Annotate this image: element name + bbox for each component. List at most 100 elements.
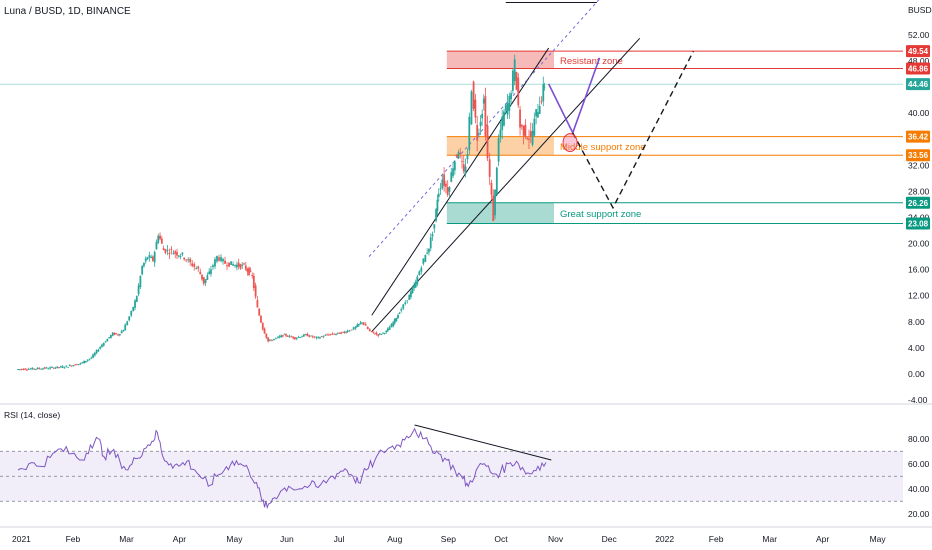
candle-body (482, 98, 485, 104)
candle-body (269, 339, 271, 341)
candle-body (464, 166, 467, 174)
candle-body (189, 258, 192, 263)
candle-body (466, 154, 469, 160)
candle-body (462, 164, 465, 172)
candle-body (263, 328, 266, 334)
candle-body (457, 152, 460, 159)
candle-body (533, 118, 536, 136)
candle-body (38, 368, 41, 370)
candle-body (472, 81, 475, 109)
candle-body (375, 333, 378, 335)
candle-body (315, 337, 318, 339)
candle-body (522, 125, 525, 136)
candle-body (206, 275, 209, 280)
candle-body (83, 360, 86, 364)
price-tag-box (906, 78, 930, 91)
chart-title: Luna / BUSD, 1D, BINANCE (4, 6, 131, 17)
price-tag-box (906, 130, 930, 143)
time-tick-label: 2022 (655, 534, 674, 544)
candle-body (492, 195, 495, 222)
candle-body (348, 330, 351, 332)
time-tick-label: May (226, 534, 243, 544)
candle-body (45, 367, 48, 369)
candle-body (33, 368, 35, 370)
candle-body (290, 336, 293, 338)
candle-body (508, 95, 511, 111)
candle-body (481, 113, 484, 119)
candle-body (252, 275, 255, 289)
candle-body (406, 300, 409, 302)
candle-body (283, 333, 286, 335)
candle-body (174, 251, 177, 254)
candle-body (193, 264, 196, 267)
candle-body (244, 265, 247, 270)
candle-body (176, 252, 178, 256)
candle-body (446, 187, 449, 196)
rsi-line (17, 427, 547, 510)
candle-body (528, 138, 530, 140)
candle-body (416, 276, 419, 285)
candle-body (65, 365, 68, 367)
candle-body (93, 352, 96, 356)
candle-body (179, 256, 182, 257)
candle-body (51, 367, 53, 368)
time-tick-label: Nov (548, 534, 564, 544)
price-tick-label: -4.00 (908, 395, 928, 405)
candle-body (281, 335, 284, 337)
candle-body (137, 285, 140, 295)
time-tick-label: Apr (816, 534, 829, 544)
candle-body (106, 339, 109, 342)
candle-body (256, 300, 259, 308)
candle-body (411, 287, 414, 294)
candle-body (201, 274, 203, 280)
candle-body (413, 285, 416, 289)
candle-body (397, 315, 399, 319)
zone-box (446, 136, 554, 156)
candle-body (378, 333, 381, 335)
candle-body (199, 271, 202, 275)
price-tick-label: 8.00 (908, 317, 925, 327)
candle-body (153, 252, 156, 263)
candle-body (452, 168, 454, 177)
candle-body (159, 235, 161, 240)
candle-body (436, 199, 439, 211)
candle-body (76, 364, 78, 366)
candle-body (216, 255, 218, 262)
projection-dashed-path (572, 51, 694, 210)
candle-body (226, 265, 228, 267)
candle-body (104, 341, 107, 343)
candle-body (543, 86, 546, 88)
candle-body (220, 257, 222, 262)
candle-body (79, 363, 82, 364)
candle-body (166, 249, 169, 251)
candle-body (341, 331, 344, 333)
time-tick-label: Dec (602, 534, 618, 544)
candle-body (144, 258, 147, 262)
candle-body (501, 116, 504, 130)
price-tag-label: 36.42 (908, 133, 929, 142)
candle-body (420, 267, 423, 272)
candle-body (122, 330, 125, 332)
price-zones: Resistant zone Middle support zone Great s… (0, 50, 903, 225)
candle-body (128, 316, 131, 321)
candle-body (299, 337, 302, 338)
candle-body (503, 111, 505, 126)
candle-body (422, 258, 425, 264)
price-tag-label: 23.08 (908, 220, 929, 229)
candle-body (265, 333, 268, 338)
candle-body (288, 335, 291, 337)
candle-body (17, 369, 19, 370)
candle-body (81, 362, 84, 364)
candle-body (86, 359, 89, 361)
rsi-axis: 80.00 60.00 40.00 20.00 (908, 434, 930, 519)
candle-body (280, 335, 283, 337)
candle-body (304, 334, 307, 336)
candle-body (202, 277, 205, 284)
candle-body (479, 121, 482, 127)
candle-body (141, 265, 144, 275)
candle-body (278, 336, 281, 338)
candle-body (409, 291, 412, 297)
candle-body (311, 336, 314, 338)
candle-body (177, 255, 180, 257)
time-tick-label: Sep (441, 534, 456, 544)
